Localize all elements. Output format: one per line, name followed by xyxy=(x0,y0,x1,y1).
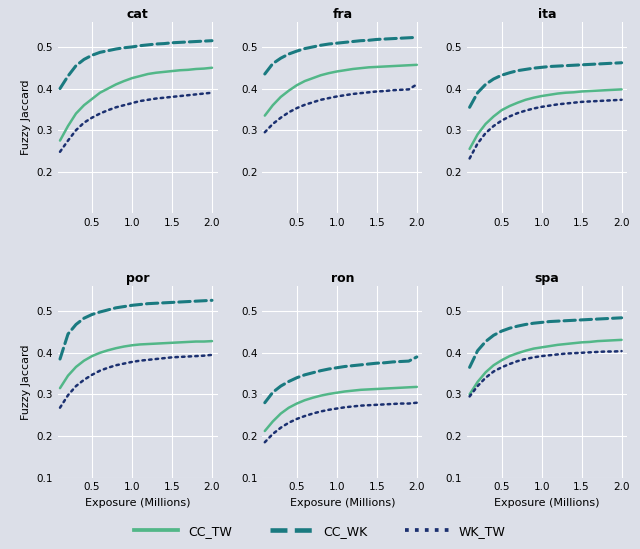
X-axis label: Exposure (Millions): Exposure (Millions) xyxy=(495,498,600,508)
Y-axis label: Fuzzy Jaccard: Fuzzy Jaccard xyxy=(20,80,31,155)
Title: ron: ron xyxy=(331,272,354,285)
Y-axis label: Fuzzy Jaccard: Fuzzy Jaccard xyxy=(20,344,31,419)
Legend: CC_TW, CC_WK, WK_TW: CC_TW, CC_WK, WK_TW xyxy=(129,520,511,543)
Title: spa: spa xyxy=(535,272,559,285)
Title: fra: fra xyxy=(332,8,353,21)
X-axis label: Exposure (Millions): Exposure (Millions) xyxy=(85,498,190,508)
Title: ita: ita xyxy=(538,8,556,21)
Title: cat: cat xyxy=(127,8,148,21)
X-axis label: Exposure (Millions): Exposure (Millions) xyxy=(290,498,395,508)
Title: por: por xyxy=(126,272,149,285)
